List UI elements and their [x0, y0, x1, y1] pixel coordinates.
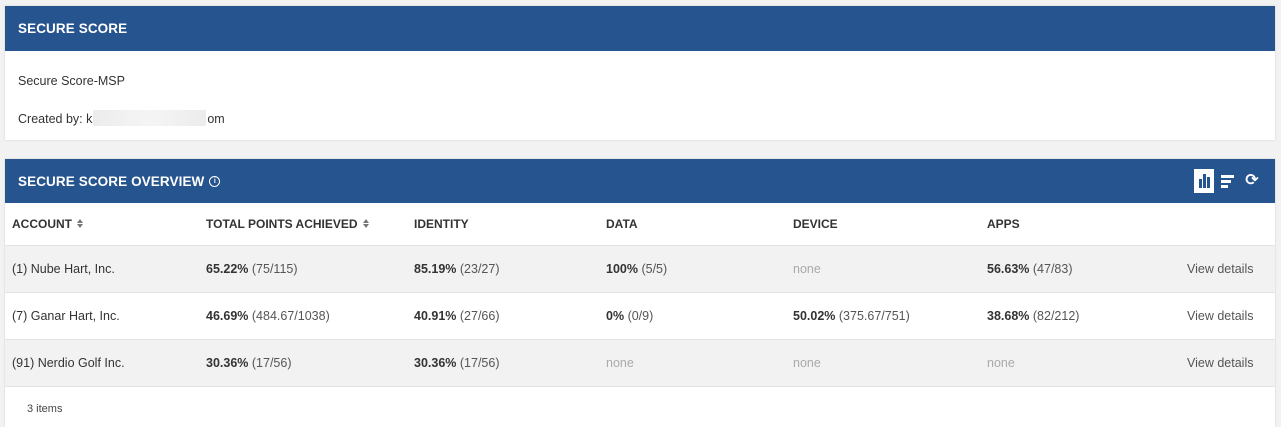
col-apps: APPS [987, 203, 1187, 246]
action-cell: View details [1187, 245, 1275, 293]
table-header-row: ACCOUNT TOTAL POINTS ACHIEVED IDENTITY D… [5, 203, 1275, 246]
total-sub: (484.67/1038) [251, 309, 330, 323]
device-sub: (375.67/751) [838, 309, 910, 323]
data-cell: 100% (5/5) [606, 245, 793, 293]
apps-pct: 38.68% [987, 309, 1030, 323]
device-cell: none [793, 245, 987, 293]
view-details-link[interactable]: View details [1187, 262, 1254, 276]
total-pct: 46.69% [206, 309, 249, 323]
total-cell: 30.36% (17/56) [206, 339, 414, 387]
total-cell: 65.22% (75/115) [206, 245, 414, 293]
list-icon[interactable] [1218, 169, 1238, 193]
apps-cell: none [987, 339, 1187, 387]
apps-sub: (82/212) [1032, 309, 1080, 323]
secure-score-name: Secure Score-MSP [18, 74, 125, 88]
sort-icon[interactable] [362, 219, 369, 228]
redacted-email [93, 110, 207, 126]
identity-cell: 30.36% (17/56) [414, 339, 606, 387]
secure-score-overview-panel: SECURE SCORE OVERVIEW i ⟳ ACCOUNT TOTAL … [5, 159, 1275, 427]
apps-none: none [987, 356, 1015, 370]
total-pct: 30.36% [206, 356, 249, 370]
view-details-link[interactable]: View details [1187, 309, 1254, 323]
table-row: (7) Ganar Hart, Inc. 46.69% (484.67/1038… [5, 292, 1275, 340]
bar-chart-icon[interactable] [1194, 169, 1214, 193]
sort-icon[interactable] [77, 219, 83, 228]
created-by-label: Created by: [18, 112, 83, 126]
action-cell: View details [1187, 339, 1275, 387]
action-cell: View details [1187, 292, 1275, 340]
identity-pct: 85.19% [414, 262, 457, 276]
identity-cell: 40.91% (27/66) [414, 292, 606, 340]
total-pct: 65.22% [206, 262, 249, 276]
device-pct: 50.02% [793, 309, 836, 323]
secure-score-header: SECURE SCORE [5, 6, 1275, 51]
created-by-prefix: k [86, 112, 93, 126]
data-sub: (5/5) [641, 262, 668, 276]
view-details-link[interactable]: View details [1187, 356, 1254, 370]
col-total[interactable]: TOTAL POINTS ACHIEVED [206, 203, 414, 246]
apps-pct: 56.63% [987, 262, 1030, 276]
col-account[interactable]: ACCOUNT [5, 203, 206, 246]
account-cell: (1) Nube Hart, Inc. [5, 245, 206, 293]
col-account-label: ACCOUNT [12, 217, 72, 231]
items-count: 3 items [27, 403, 63, 415]
col-actions [1187, 203, 1275, 246]
data-pct: 100% [606, 262, 638, 276]
apps-sub: (47/83) [1032, 262, 1073, 276]
device-cell: 50.02% (375.67/751) [793, 292, 987, 340]
overview-title: SECURE SCORE OVERVIEW [18, 173, 205, 189]
table-row: (91) Nerdio Golf Inc. 30.36% (17/56) 30.… [5, 339, 1275, 387]
total-cell: 46.69% (484.67/1038) [206, 292, 414, 340]
device-cell: none [793, 339, 987, 387]
total-sub: (17/56) [251, 356, 292, 370]
identity-pct: 30.36% [414, 356, 457, 370]
apps-cell: 38.68% (82/212) [987, 292, 1187, 340]
overview-header: SECURE SCORE OVERVIEW i ⟳ [5, 159, 1275, 203]
refresh-glyph: ⟳ [1245, 172, 1259, 189]
table-row: (1) Nube Hart, Inc. 65.22% (75/115) 85.1… [5, 245, 1275, 293]
total-sub: (75/115) [251, 262, 298, 276]
info-icon[interactable]: i [209, 175, 221, 187]
apps-cell: 56.63% (47/83) [987, 245, 1187, 293]
device-none: none [793, 262, 821, 276]
created-by-suffix: om [207, 112, 225, 126]
col-identity: IDENTITY [414, 203, 606, 246]
secure-score-panel: SECURE SCORE Secure Score-MSP Created by… [5, 6, 1275, 140]
identity-sub: (17/56) [459, 356, 500, 370]
col-total-label: TOTAL POINTS ACHIEVED [206, 217, 358, 231]
identity-sub: (27/66) [459, 309, 500, 323]
account-cell: (91) Nerdio Golf Inc. [5, 339, 206, 387]
overview-toolbar: ⟳ [1194, 169, 1262, 193]
overview-table: ACCOUNT TOTAL POINTS ACHIEVED IDENTITY D… [5, 203, 1275, 387]
data-cell: none [606, 339, 793, 387]
account-cell: (7) Ganar Hart, Inc. [5, 292, 206, 340]
identity-sub: (23/27) [459, 262, 500, 276]
data-sub: (0/9) [627, 309, 654, 323]
data-cell: 0% (0/9) [606, 292, 793, 340]
data-none: none [606, 356, 634, 370]
col-device: DEVICE [793, 203, 987, 246]
identity-pct: 40.91% [414, 309, 457, 323]
identity-cell: 85.19% (23/27) [414, 245, 606, 293]
device-none: none [793, 356, 821, 370]
created-by: Created by: k om [18, 110, 225, 126]
data-pct: 0% [606, 309, 625, 323]
refresh-icon[interactable]: ⟳ [1242, 169, 1262, 193]
col-data: DATA [606, 203, 793, 246]
